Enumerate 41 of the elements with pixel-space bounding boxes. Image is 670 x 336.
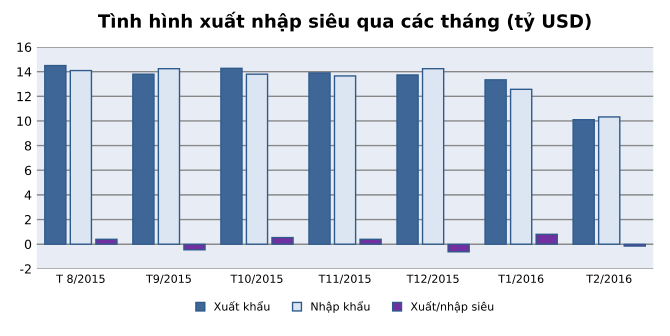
- y-tick-label: 8: [24, 141, 32, 151]
- bar: [484, 79, 507, 245]
- bar: [70, 70, 92, 245]
- x-tick-label: T2/2016: [586, 274, 632, 284]
- bar: [132, 73, 155, 245]
- x-tick-label: T9/2015: [146, 274, 191, 284]
- legend-label: Xuất/nhập siêu: [410, 301, 494, 313]
- bar: [359, 238, 382, 245]
- y-tick-label: 14: [17, 67, 32, 76]
- y-tick-label: 16: [17, 42, 32, 52]
- x-tick-label: T12/2015: [406, 274, 459, 284]
- bar: [308, 72, 331, 245]
- bar: [220, 68, 243, 245]
- bar: [246, 73, 268, 245]
- x-tick-label: T10/2015: [230, 274, 282, 284]
- bar: [572, 119, 595, 245]
- x-tick-label: T1/2016: [498, 274, 544, 284]
- bar: [334, 75, 356, 245]
- bar: [598, 116, 620, 245]
- x-tick-label: T11/2015: [318, 274, 371, 284]
- bar: [95, 238, 118, 245]
- bar: [44, 64, 67, 245]
- y-tick-label: 10: [17, 116, 32, 126]
- bar: [422, 68, 444, 245]
- bar: [447, 243, 470, 252]
- bar: [158, 68, 180, 245]
- legend-label: Xuất khẩu: [214, 300, 270, 311]
- y-tick-label: 0: [24, 240, 32, 250]
- legend-label: Nhập khẩu: [311, 300, 370, 313]
- bar: [271, 236, 294, 245]
- y-tick-label: -2: [20, 264, 31, 274]
- x-tick-label: T 8/2015: [56, 274, 105, 284]
- bar: [183, 243, 206, 251]
- y-tick-label: 2: [24, 214, 31, 224]
- bar: [396, 74, 419, 245]
- y-tick-label: 6: [24, 166, 32, 176]
- chart-title: Tình hình xuất nhập siêu qua các tháng (tỷ USD): [98, 12, 591, 32]
- bar: [510, 88, 532, 245]
- y-tick-label: 12: [17, 92, 31, 102]
- y-tick-label: 4: [24, 190, 32, 200]
- bar: [535, 234, 558, 245]
